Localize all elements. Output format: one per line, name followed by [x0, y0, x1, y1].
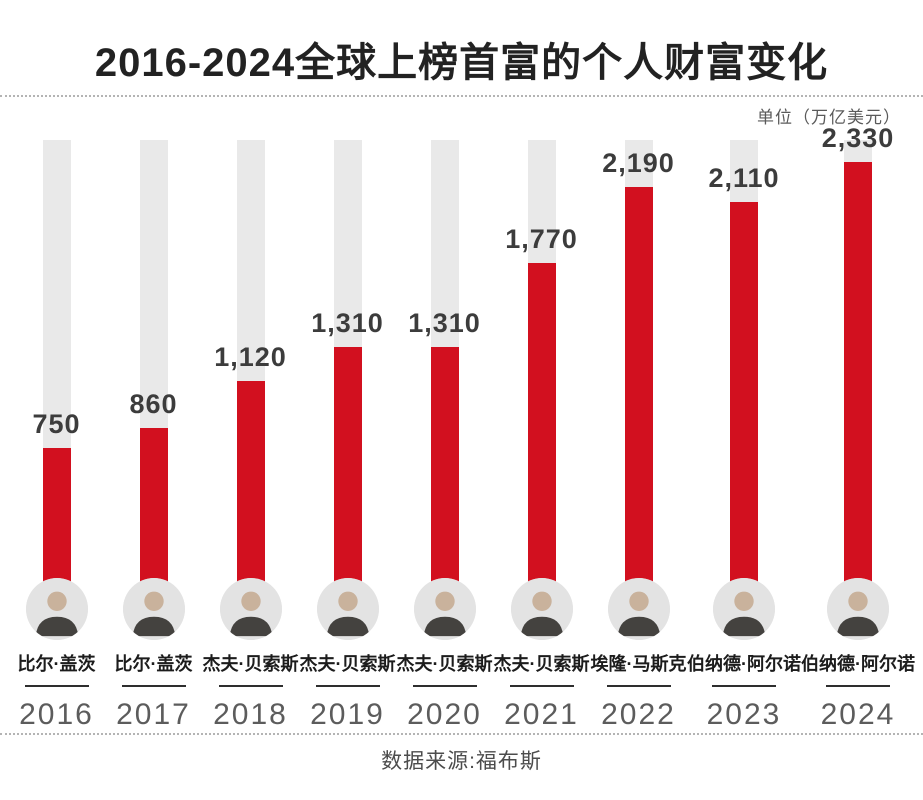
year-label: 2016 [19, 698, 94, 731]
bar-column: 1,120 杰夫·贝索斯 2018 [202, 140, 299, 732]
page-title: 2016-2024全球上榜首富的个人财富变化 [94, 41, 829, 85]
name-underline [712, 685, 776, 687]
name-underline [509, 685, 574, 687]
wealth-bar: 2,190 [602, 148, 674, 584]
person-name: 伯纳德·阿尔诺 [801, 654, 915, 674]
person-silhouette-icon [607, 578, 670, 640]
year-label: 2018 [213, 698, 288, 731]
bar-column: 1,770 杰夫·贝索斯 2021 [493, 140, 590, 732]
year-label: 2021 [504, 698, 579, 731]
source-note: 数据来源:福布斯 [381, 750, 542, 773]
value-label: 1,310 [311, 307, 384, 338]
avatar [219, 578, 282, 640]
year-label: 2022 [601, 698, 676, 731]
person-silhouette-icon [713, 578, 775, 640]
value-label: 1,770 [505, 224, 578, 255]
unit-label: 单位（万亿美元） [757, 108, 901, 127]
person-silhouette-icon [510, 578, 573, 640]
top-divider [0, 95, 923, 97]
value-label: 860 [129, 389, 178, 420]
person-silhouette-icon [219, 578, 282, 640]
wealth-bar: 1,770 [505, 224, 577, 584]
bar-column: 750 比尔·盖茨 2016 [8, 140, 105, 732]
year-label: 2019 [310, 698, 385, 731]
person-name: 伯纳德·阿尔诺 [687, 654, 801, 674]
person-name: 杰夫·贝索斯 [299, 654, 396, 674]
bar-column: 860 比尔·盖茨 2017 [105, 140, 202, 732]
wealth-bar: 860 [129, 389, 177, 584]
name-underline [315, 685, 380, 687]
value-label: 1,120 [214, 342, 287, 373]
bar-column: 1,310 杰夫·贝索斯 2020 [396, 140, 493, 732]
person-silhouette-icon [827, 578, 889, 640]
wealth-bar: 2,110 [708, 163, 779, 584]
bottom-divider [0, 733, 923, 735]
value-label: 2,190 [602, 148, 675, 179]
person-silhouette-icon [316, 578, 379, 640]
wealth-bar: 2,330 [822, 123, 893, 584]
person-name: 杰夫·贝索斯 [202, 654, 299, 674]
name-underline [218, 685, 283, 687]
value-label: 1,310 [408, 307, 481, 338]
person-name: 比尔·盖茨 [114, 654, 193, 674]
value-label: 2,110 [708, 162, 780, 193]
avatar [413, 578, 476, 640]
wealth-bar: 1,310 [408, 308, 480, 584]
person-silhouette-icon [413, 578, 476, 640]
bar-column: 2,190 埃隆·马斯克 2022 [590, 140, 687, 732]
person-name: 杰夫·贝索斯 [396, 654, 493, 674]
name-underline [606, 685, 671, 687]
wealth-bar: 750 [32, 409, 80, 584]
bar-chart: 750 比尔·盖茨 2016 860 比尔·盖茨 2017 [0, 123, 923, 732]
year-label: 2024 [820, 698, 896, 731]
person-name: 比尔·盖茨 [17, 654, 96, 674]
person-name: 杰夫·贝索斯 [493, 654, 590, 674]
name-underline [121, 685, 186, 687]
person-name: 埃隆·马斯克 [590, 654, 687, 674]
value-label: 2,330 [821, 122, 895, 153]
name-underline [412, 685, 477, 687]
avatar [122, 578, 185, 640]
avatar [316, 578, 379, 640]
bar-column: 2,110 伯纳德·阿尔诺 2023 [687, 140, 801, 732]
year-label: 2020 [407, 698, 482, 731]
bar-column: 2,330 伯纳德·阿尔诺 2024 [801, 123, 915, 732]
avatar [510, 578, 573, 640]
value-label: 750 [32, 409, 81, 440]
avatar [25, 578, 88, 640]
avatar [713, 578, 775, 640]
person-silhouette-icon [122, 578, 185, 640]
year-label: 2017 [116, 698, 191, 731]
wealth-bar: 1,120 [214, 342, 286, 584]
wealth-bar: 1,310 [311, 308, 383, 584]
bar-column: 1,310 杰夫·贝索斯 2019 [299, 140, 396, 732]
year-label: 2023 [706, 698, 782, 731]
name-underline [24, 685, 89, 687]
avatar [607, 578, 670, 640]
avatar [827, 578, 889, 640]
name-underline [826, 685, 890, 687]
person-silhouette-icon [25, 578, 88, 640]
